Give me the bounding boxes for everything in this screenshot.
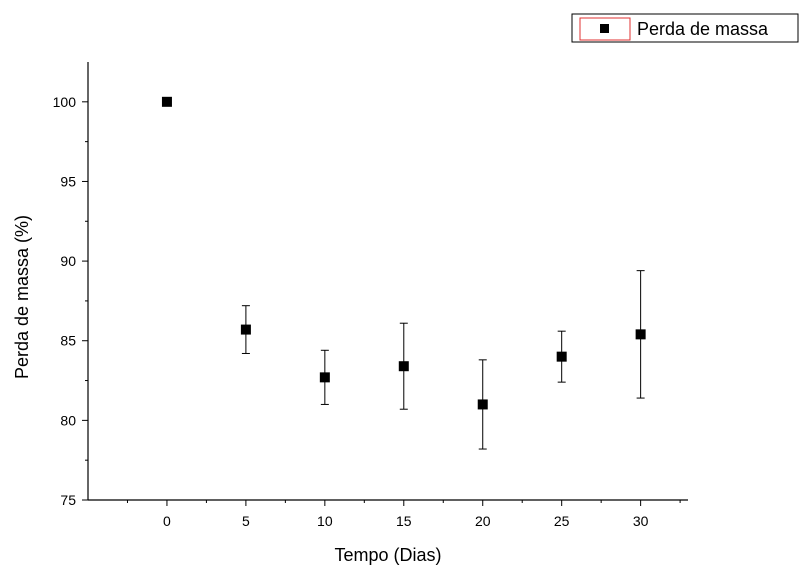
x-tick-label: 15 xyxy=(396,513,412,529)
legend-frame xyxy=(571,13,799,43)
y-tick-label: 80 xyxy=(60,412,76,428)
plot-area: 0 5 10 15 20 25 30 75 80 85 90 95 100 xyxy=(53,62,688,529)
data-point xyxy=(477,399,488,410)
x-tick-label: 10 xyxy=(317,513,333,529)
x-tick-label: 5 xyxy=(242,513,250,529)
data-point xyxy=(556,351,567,362)
data-point xyxy=(635,329,646,340)
x-tick-label: 25 xyxy=(554,513,570,529)
legend: Perda de massa xyxy=(571,13,799,43)
y-tick-label: 100 xyxy=(53,94,77,110)
y-tick-label: 95 xyxy=(60,173,76,189)
data-point xyxy=(161,96,172,107)
x-tick-label: 0 xyxy=(163,513,171,529)
x-axis-title: Tempo (Dias) xyxy=(334,545,441,565)
legend-marker-square xyxy=(600,24,609,33)
data-point xyxy=(240,324,251,335)
data-point xyxy=(319,372,330,383)
y-tick-label: 85 xyxy=(60,333,76,349)
y-tick-label: 75 xyxy=(60,492,76,508)
y-axis-title: Perda de massa (%) xyxy=(12,215,32,379)
x-tick-label: 20 xyxy=(475,513,491,529)
legend-label: Perda de massa xyxy=(637,19,769,39)
data-point xyxy=(398,361,409,372)
y-tick-label: 90 xyxy=(60,253,76,269)
x-tick-label: 30 xyxy=(633,513,649,529)
legend-marker-box xyxy=(579,17,631,41)
